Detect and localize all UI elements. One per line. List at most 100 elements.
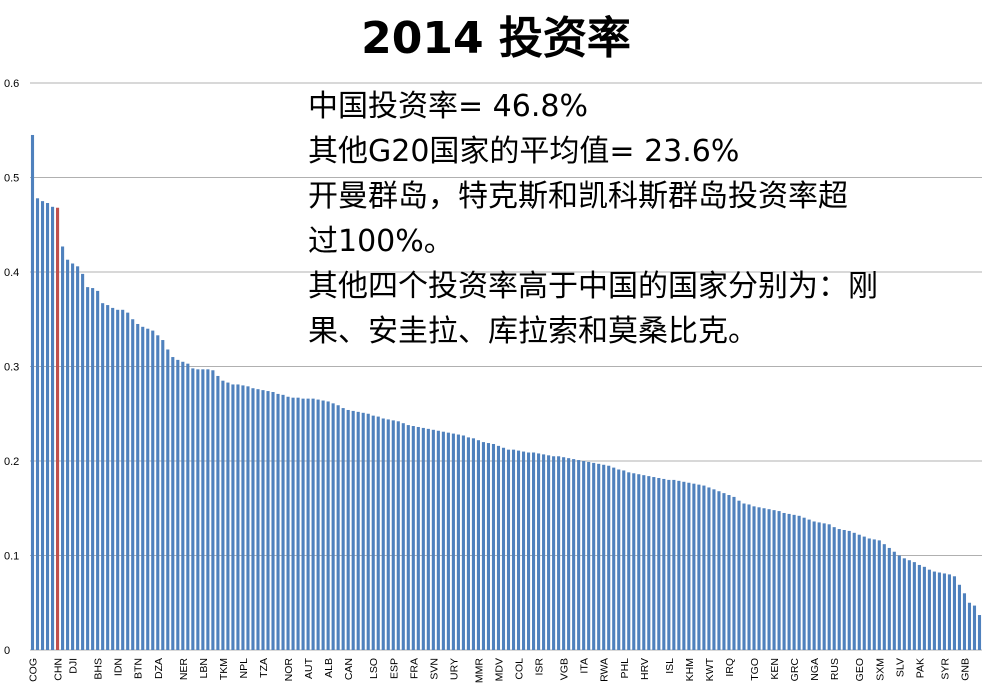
bar bbox=[111, 307, 115, 650]
bar bbox=[131, 319, 135, 650]
x-tick-label: ISL bbox=[664, 658, 676, 674]
bar bbox=[241, 385, 245, 650]
bar bbox=[346, 409, 350, 650]
bar bbox=[91, 288, 95, 650]
bar bbox=[667, 479, 671, 650]
bar bbox=[151, 330, 155, 650]
bar bbox=[807, 519, 811, 650]
x-tick-label: MDV bbox=[493, 658, 505, 681]
bar bbox=[857, 534, 861, 650]
bar bbox=[356, 411, 360, 650]
bar bbox=[937, 572, 941, 650]
bar bbox=[311, 398, 315, 650]
bar bbox=[35, 198, 40, 651]
bar bbox=[672, 479, 676, 650]
bar bbox=[461, 435, 465, 650]
bar bbox=[171, 357, 175, 650]
bar bbox=[71, 263, 75, 650]
bar bbox=[281, 394, 285, 650]
bar bbox=[126, 312, 130, 650]
bar bbox=[747, 504, 751, 650]
bar bbox=[817, 522, 821, 650]
bar bbox=[501, 447, 506, 650]
bar bbox=[682, 481, 686, 650]
bar bbox=[872, 539, 876, 650]
bar bbox=[391, 420, 395, 650]
x-tick-label: RWA bbox=[599, 658, 611, 682]
x-tick-label: AUT bbox=[303, 657, 315, 679]
bar bbox=[832, 527, 836, 650]
x-tick-label: RUS bbox=[829, 658, 841, 680]
bar bbox=[927, 569, 931, 650]
bar bbox=[301, 398, 305, 650]
bar bbox=[191, 368, 195, 650]
bar bbox=[917, 564, 921, 650]
bar bbox=[431, 429, 435, 650]
x-tick-label: BHS bbox=[93, 658, 105, 680]
bar bbox=[521, 451, 526, 650]
x-tick-label: COL bbox=[514, 658, 526, 680]
bar bbox=[582, 461, 586, 650]
x-tick-label: PAK bbox=[914, 658, 926, 678]
bar bbox=[81, 273, 85, 650]
bar bbox=[331, 403, 335, 650]
bar bbox=[542, 454, 546, 650]
bar bbox=[947, 574, 951, 650]
bar bbox=[446, 432, 450, 650]
annotation-g20-average: 其他G20国家的平均值= 23.6% bbox=[308, 134, 740, 169]
bar bbox=[66, 259, 70, 650]
bar bbox=[777, 511, 781, 650]
bar bbox=[221, 380, 225, 650]
x-tick-label: DZA bbox=[153, 658, 165, 679]
bar bbox=[206, 369, 210, 650]
x-tick-label: BTN bbox=[133, 658, 145, 679]
bar bbox=[141, 326, 145, 650]
bar bbox=[271, 392, 275, 650]
x-tick-label: CAN bbox=[343, 658, 355, 680]
y-tick-label: 0.1 bbox=[4, 551, 19, 563]
bar bbox=[361, 412, 365, 650]
annotation-china-rate: 中国投资率= 46.8% bbox=[308, 89, 588, 124]
bar bbox=[962, 593, 967, 650]
x-tick-label: TZA bbox=[258, 658, 270, 678]
bar bbox=[617, 469, 621, 650]
bar bbox=[96, 290, 100, 650]
bar bbox=[652, 477, 656, 650]
bar bbox=[697, 484, 701, 651]
bar bbox=[877, 540, 881, 650]
x-tick-label: ISR bbox=[534, 658, 546, 676]
x-tick-label: GRC bbox=[789, 658, 801, 682]
x-tick-label: CHN bbox=[53, 658, 65, 681]
bar bbox=[136, 323, 140, 650]
annotation-other-line2: 果、安圭拉、库拉索和莫桑比克。 bbox=[308, 314, 758, 349]
chart-title: 2014 投资率 bbox=[361, 13, 631, 64]
x-tick-label: IDN bbox=[113, 658, 125, 676]
x-tick-label: TKM bbox=[218, 658, 230, 680]
bar bbox=[246, 386, 250, 650]
bar bbox=[471, 438, 475, 650]
y-tick-label: 0 bbox=[4, 645, 10, 657]
x-tick-label: PHL bbox=[619, 658, 631, 679]
y-axis: 0 0.1 0.2 0.3 0.4 0.5 0.6 bbox=[4, 78, 19, 657]
bar bbox=[411, 426, 415, 650]
bar bbox=[176, 359, 180, 650]
bar bbox=[451, 433, 455, 650]
x-tick-label: URY bbox=[448, 658, 460, 680]
bar bbox=[351, 410, 355, 650]
bar bbox=[837, 529, 841, 650]
bar bbox=[376, 416, 380, 650]
bar bbox=[396, 421, 400, 650]
bar bbox=[286, 396, 290, 650]
bar bbox=[922, 566, 926, 650]
x-tick-label: NGA bbox=[809, 658, 821, 681]
x-tick-label: NOR bbox=[283, 658, 295, 682]
bar bbox=[907, 560, 911, 650]
bar bbox=[101, 303, 105, 650]
x-axis: COG CHN DJI BHS IDN BTN DZA NER LBN TKM NPL TZA NOR A… bbox=[28, 657, 972, 683]
bar bbox=[416, 426, 420, 650]
bar bbox=[231, 384, 235, 650]
x-tick-label: ESP bbox=[388, 658, 400, 679]
bar bbox=[386, 419, 390, 650]
bar bbox=[752, 506, 756, 650]
